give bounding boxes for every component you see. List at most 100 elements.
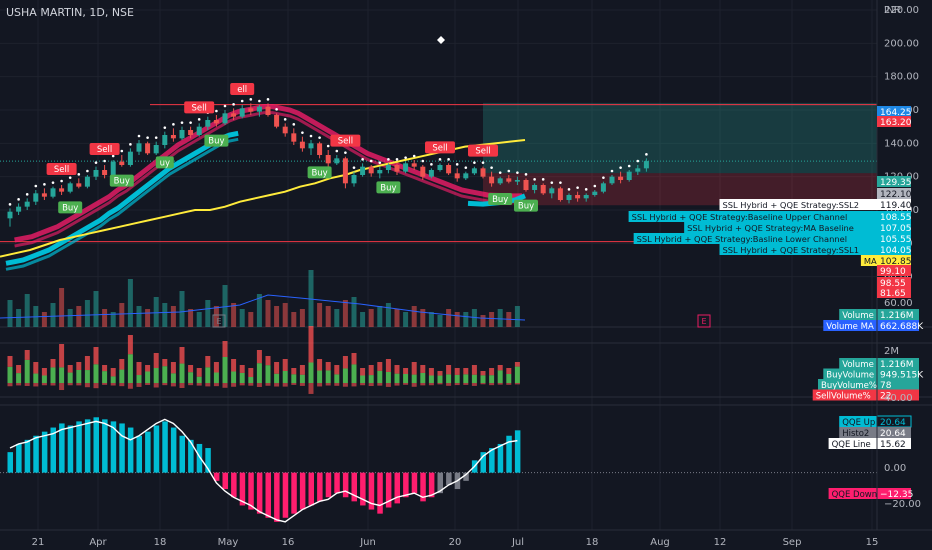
qqe-histogram-bar (514, 430, 521, 473)
qqe-histogram-bar (136, 435, 142, 473)
qqe-value-label (877, 427, 911, 438)
volume-value-label (877, 309, 919, 320)
buy-volume-bar (308, 362, 314, 383)
ssl2-dot (326, 144, 330, 148)
buy-signal (514, 199, 538, 212)
buy-signal (155, 156, 174, 169)
volume-bar (325, 306, 331, 327)
volume-bar (471, 309, 477, 327)
sell-volume-bar (136, 362, 142, 376)
qqe-histogram-bar (33, 435, 39, 473)
ssl2-dot (17, 198, 20, 201)
buysell-value-label (877, 368, 919, 380)
candle-body (308, 143, 314, 149)
sell-volume-bar (334, 383, 340, 386)
price-axis-label (877, 211, 911, 222)
indicator-name-label (860, 255, 877, 266)
indicator-name-text: SSL Hybrid + QQE Strategy:Basline Lower … (637, 234, 847, 244)
earnings-marker (212, 314, 226, 328)
volume-bar (102, 309, 108, 327)
volume-bar (196, 312, 202, 327)
buy-volume-bar (16, 373, 22, 383)
qqe-histogram-bar (385, 472, 392, 508)
price-axis-label (877, 265, 911, 276)
buysell-name: BuyVolume% (821, 381, 877, 391)
volume-pane[interactable]: 60.00 E E 1.216M Volume 662.688K Volume MA (0, 270, 924, 332)
sell-signal-label: ell (237, 85, 247, 95)
candle-body (274, 115, 280, 127)
buy-volume-bar (50, 367, 56, 383)
sell-volume-bar (153, 353, 159, 368)
buy-volume-bar (420, 372, 426, 383)
sell-volume-bar (342, 356, 348, 369)
qqe-histogram-bar (41, 431, 48, 473)
qqe-histogram-bar (7, 452, 13, 473)
qqe-histogram-bar (411, 472, 418, 494)
sell-volume-bar (514, 362, 520, 367)
qqe-histogram-bar (170, 427, 177, 473)
sell-volume-bar (248, 383, 254, 386)
buysell-name-label (823, 368, 877, 380)
sell-volume-bar (514, 383, 520, 385)
buy-signal-label: Buy (518, 202, 534, 212)
qqe-name-label (828, 438, 877, 449)
qqe-histogram-bar (248, 472, 254, 510)
volume-bar (342, 300, 348, 327)
ssl2-dot (8, 203, 12, 206)
volume-bar (248, 312, 254, 327)
sell-volume-bar (282, 359, 288, 371)
ssl2-dot (352, 166, 356, 169)
ssl2-dot (77, 173, 81, 176)
qqe-pane[interactable]: 40.00 0.00 −20.00 20.64 QQE Up 20.64 Histo2 15.… (0, 393, 921, 523)
volume-bar (437, 315, 443, 327)
time-tick-label: May (218, 537, 239, 548)
time-tick-label: Apr (89, 537, 107, 548)
ssl2-dot (430, 163, 433, 166)
sell-volume-bar (24, 350, 30, 360)
sell-signal-label: Sell (475, 147, 490, 157)
buy-sell-volume-pane[interactable]: 2M 1.216M Volume 949.515K BuyVolume 78BuyVolu… (7, 326, 925, 402)
sell-volume-bar (84, 356, 90, 371)
earnings-marker-label: E (701, 317, 706, 326)
qqe-histogram-bar (59, 423, 65, 473)
ssl2-dot (464, 166, 468, 169)
candle-body (454, 173, 460, 179)
buy-volume-bar (162, 366, 168, 383)
sell-volume-bar (368, 383, 374, 387)
sell-volume-bar (317, 359, 323, 371)
qqe-value: 20.64 (880, 429, 906, 439)
sell-volume-bar (67, 383, 73, 386)
sell-volume-bar (308, 326, 314, 363)
price-axis-label (877, 244, 911, 255)
buy-volume-bar (67, 372, 73, 383)
qqe-value-label (877, 438, 911, 449)
volume-bar (368, 309, 374, 327)
qqe-histogram-bar (497, 443, 504, 473)
sell-volume-bar (145, 365, 151, 372)
sell-volume-bar (7, 383, 13, 387)
sell-signal-label: Sell (432, 143, 447, 153)
buy-volume-bar (231, 371, 237, 383)
volume-value: 662.688K (880, 322, 924, 332)
buy-volume-bar (102, 371, 108, 383)
ssl2-dot (541, 178, 545, 181)
volume-bar (93, 291, 99, 327)
buy-signal-label: uy (160, 158, 170, 168)
ssl2-dot (481, 161, 485, 164)
sell-volume-bar (16, 383, 22, 386)
qqe-name-label (828, 488, 877, 499)
sell-volume-bar (213, 362, 219, 373)
price-pane[interactable]: Sell Buy Sell Buy uy Sell Buy ell Buy Sell Buy Sell… (0, 36, 877, 271)
chart-title[interactable]: USHA MARTIN, 1D, NSE (6, 6, 134, 19)
earnings-marker-label: E (216, 317, 221, 326)
buy-volume-bar (454, 374, 460, 383)
qqe-histogram-bar (16, 443, 22, 473)
qqe-histogram-bar (480, 452, 486, 473)
volume-bar (274, 306, 280, 327)
qqe-histogram-bar (420, 472, 426, 502)
indicator-name-text: SSL Hybrid + QQE Strategy:MA Baseline (687, 223, 854, 233)
time-axis[interactable]: 21 Apr 18 May 16 Jun 20 Jul 18 Aug 12 Sep 15 (0, 529, 932, 548)
buy-volume-bar (428, 375, 434, 383)
sell-volume-bar (222, 341, 228, 357)
